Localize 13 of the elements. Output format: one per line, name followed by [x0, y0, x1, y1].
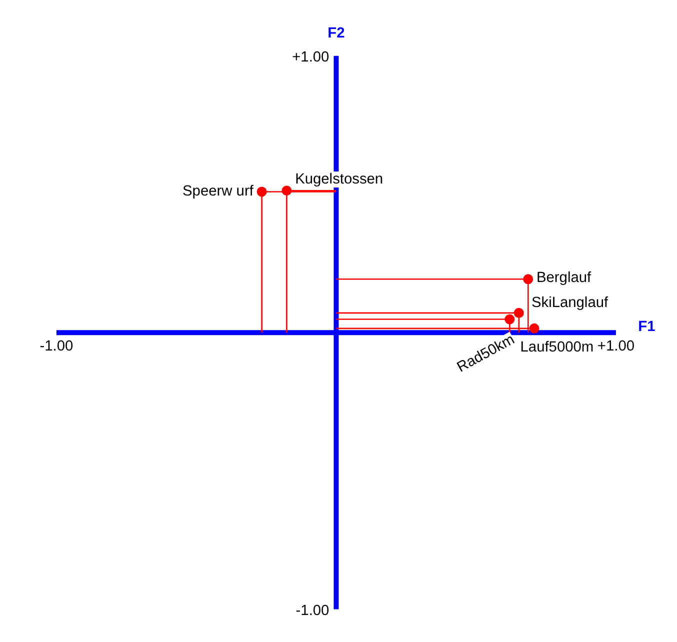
- point: [529, 323, 540, 334]
- annotation: Berglauf: [536, 270, 592, 286]
- point: [514, 308, 524, 318]
- point: [282, 186, 292, 196]
- point: [256, 186, 267, 197]
- annotation: Lauf5000m: [520, 339, 594, 356]
- annotation: Kugelstossen: [295, 172, 384, 188]
- annotation: SkiLanglauf: [531, 295, 609, 312]
- x-axis-title: F1: [638, 319, 656, 336]
- point: [523, 274, 534, 284]
- y-axis-title: F2: [328, 26, 345, 42]
- point: [504, 314, 515, 324]
- annotation: Speerw urf: [182, 184, 254, 200]
